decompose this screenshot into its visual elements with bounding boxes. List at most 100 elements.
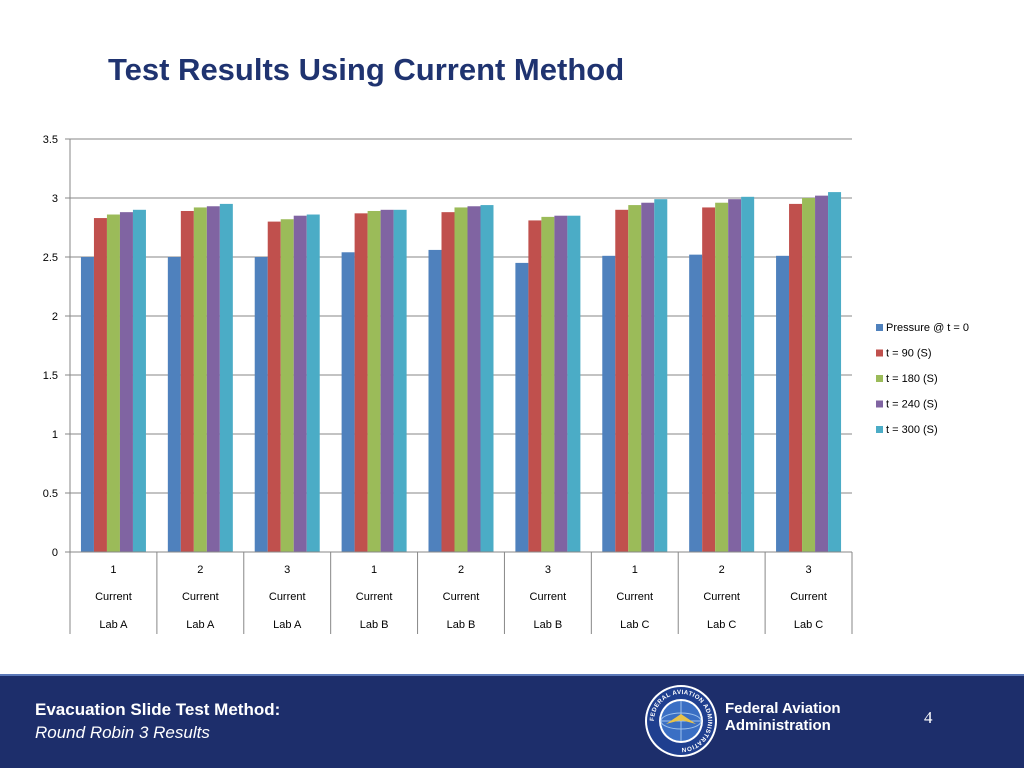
x-category-label: Lab B bbox=[360, 619, 389, 631]
y-tick-label: 2.5 bbox=[43, 252, 58, 264]
bar-s3-c7 bbox=[628, 205, 642, 552]
legend-label: t = 240 (S) bbox=[886, 399, 938, 411]
x-category-label: 2 bbox=[458, 564, 464, 576]
bar-s4-c7 bbox=[641, 202, 655, 552]
legend-swatch bbox=[876, 349, 883, 357]
y-tick-label: 1 bbox=[52, 429, 58, 441]
bar-s3-c1 bbox=[106, 214, 120, 552]
bar-s1-c8 bbox=[689, 254, 703, 552]
x-category-label: Current bbox=[356, 591, 393, 603]
x-category-label: Current bbox=[703, 591, 740, 603]
bar-s3-c2 bbox=[193, 207, 207, 552]
legend-label: t = 180 (S) bbox=[886, 373, 938, 385]
bar-s2-c4 bbox=[354, 213, 368, 552]
bar-s5-c1 bbox=[132, 209, 146, 553]
legend-label: Pressure @ t = 0 bbox=[886, 322, 969, 334]
bar-chart: 0 0.5 1 1.5 2 2.5 3 3.5 1 2 3 1 2 3 1 2 3 Current Current… bbox=[43, 134, 969, 634]
bar-s5-c7 bbox=[654, 199, 668, 552]
x-category-label: 2 bbox=[719, 564, 725, 576]
x-category-label: Lab A bbox=[186, 619, 215, 631]
x-category-labels: 1 2 3 1 2 3 1 2 3 Current Current Current Current Cur… bbox=[95, 564, 827, 631]
bar-s4-c1 bbox=[119, 212, 133, 552]
x-category-label: 1 bbox=[371, 564, 377, 576]
legend-swatch bbox=[876, 400, 883, 408]
page-number: 4 bbox=[924, 708, 933, 727]
bar-s2-c6 bbox=[528, 220, 542, 553]
y-tick-label: 0 bbox=[52, 547, 58, 559]
x-category-label: Lab B bbox=[534, 619, 563, 631]
bar-s3-c5 bbox=[454, 207, 468, 552]
footer-title: Evacuation Slide Test Method: bbox=[35, 700, 281, 719]
footer-subtitle: Round Robin 3 Results bbox=[35, 723, 210, 742]
bar-s1-c7 bbox=[602, 255, 616, 552]
bar-s5-c3 bbox=[306, 214, 320, 552]
bar-s5-c5 bbox=[480, 205, 494, 552]
x-category-label: 2 bbox=[197, 564, 203, 576]
bar-s1-c9 bbox=[776, 255, 790, 552]
legend-swatch bbox=[876, 324, 883, 331]
bar-s5-c9 bbox=[828, 192, 842, 552]
bar-s2-c5 bbox=[441, 212, 455, 552]
bar-s1-c3 bbox=[254, 257, 268, 552]
y-tick-labels: 0 0.5 1 1.5 2 2.5 3 3.5 bbox=[43, 134, 58, 559]
bar-s2-c3 bbox=[267, 221, 281, 552]
legend-label: t = 90 (S) bbox=[886, 348, 932, 360]
legend: Pressure @ t = 0 t = 90 (S) t = 180 (S) t =… bbox=[876, 322, 969, 436]
agency-name-line1: Federal Aviation bbox=[725, 700, 841, 717]
bar-s1-c4 bbox=[341, 252, 355, 552]
y-tick-label: 2 bbox=[52, 311, 58, 323]
bar-s4-c9 bbox=[815, 195, 829, 552]
bar-s5-c6 bbox=[567, 215, 581, 552]
bar-s2-c7 bbox=[615, 209, 629, 553]
bar-s1-c6 bbox=[515, 262, 529, 552]
bar-s4-c8 bbox=[728, 199, 742, 552]
bar-s5-c4 bbox=[393, 209, 407, 553]
legend-swatch bbox=[876, 426, 883, 433]
x-category-label: Current bbox=[530, 591, 567, 603]
agency-name: Federal Aviation Administration bbox=[725, 700, 841, 734]
x-category-label: Lab C bbox=[620, 619, 649, 631]
bar-s2-c1 bbox=[93, 218, 107, 552]
x-category-label: Current bbox=[443, 591, 480, 603]
bar-s3-c9 bbox=[802, 198, 816, 552]
bar-s4-c2 bbox=[206, 206, 220, 552]
bar-s3-c8 bbox=[715, 202, 729, 552]
x-category-label: Current bbox=[790, 591, 827, 603]
x-category-label: Current bbox=[269, 591, 306, 603]
y-tick-label: 0.5 bbox=[43, 488, 58, 500]
bar-s4-c3 bbox=[293, 215, 307, 552]
bar-s4-c5 bbox=[467, 206, 481, 552]
y-tick-label: 3 bbox=[52, 193, 58, 205]
x-category-label: Lab C bbox=[794, 619, 823, 631]
footer-bar: Evacuation Slide Test Method: Round Robi… bbox=[0, 674, 1024, 768]
x-category-label: Current bbox=[182, 591, 219, 603]
x-category-label: 3 bbox=[545, 564, 551, 576]
legend-swatch bbox=[876, 375, 883, 382]
bars bbox=[80, 192, 842, 553]
y-tick-label: 3.5 bbox=[43, 134, 58, 146]
bar-s3-c4 bbox=[367, 210, 381, 553]
faa-seal-icon: FEDERAL AVIATION ADMINISTRATION bbox=[645, 685, 717, 757]
x-category-label: Lab C bbox=[707, 619, 736, 631]
x-category-label: Lab A bbox=[99, 619, 128, 631]
bar-s4-c6 bbox=[554, 215, 568, 552]
x-category-label: Lab A bbox=[273, 619, 302, 631]
bar-s2-c8 bbox=[702, 207, 716, 552]
x-category-label: Current bbox=[95, 591, 132, 603]
x-category-label: 1 bbox=[632, 564, 638, 576]
legend-label: t = 300 (S) bbox=[886, 424, 938, 436]
bar-s3-c3 bbox=[280, 219, 294, 553]
bar-s2-c2 bbox=[180, 210, 194, 553]
x-category-label: Lab B bbox=[447, 619, 476, 631]
x-category-label: 1 bbox=[110, 564, 116, 576]
bar-s2-c9 bbox=[789, 203, 803, 552]
x-category-label: 3 bbox=[805, 564, 811, 576]
x-category-label: Current bbox=[616, 591, 653, 603]
slide-title: Test Results Using Current Method bbox=[108, 52, 625, 87]
bar-s5-c8 bbox=[741, 196, 755, 552]
y-tick-label: 1.5 bbox=[43, 370, 58, 382]
bar-s3-c6 bbox=[541, 216, 555, 552]
bar-s5-c2 bbox=[219, 203, 233, 552]
agency-name-line2: Administration bbox=[725, 717, 831, 734]
axes bbox=[65, 138, 853, 634]
